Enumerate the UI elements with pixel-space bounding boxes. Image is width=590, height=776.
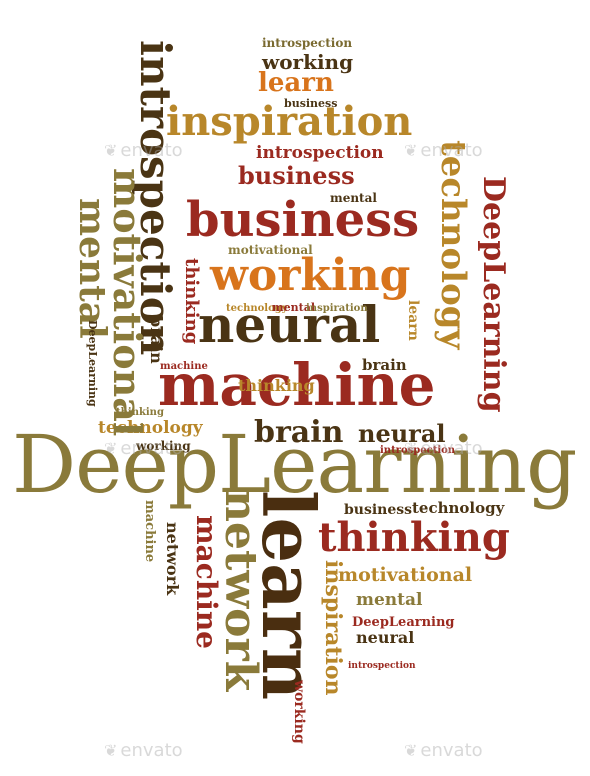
word-technology-small: technology (226, 303, 288, 314)
word-technology-bottom: technology (412, 499, 505, 517)
word-working: working (210, 250, 411, 301)
word-business-mid: business (238, 161, 355, 190)
watermark: ❦ envato (104, 438, 183, 459)
word-introspection-mid: introspection (256, 143, 384, 163)
watermark: ❦ envato (404, 438, 483, 459)
word-brain-lower: brain (254, 415, 344, 450)
word-deeplearning-vertical-right: DeepLearning (476, 176, 511, 413)
word-inspiration-vertical-bottom: inspiration (320, 560, 346, 696)
word-deeplearning: DeepLearning (12, 418, 577, 511)
watermark: ❦ envato (104, 140, 183, 161)
word-introspection-bottom: introspection (348, 661, 416, 671)
word-machine: machine (158, 351, 436, 419)
word-introspection-top: introspection (262, 36, 353, 50)
word-neural: neural (198, 295, 381, 354)
word-motivational-vertical-left: motivational (105, 168, 150, 437)
word-working-vertical-bottom: working (291, 680, 307, 744)
word-brain-mid: brain (362, 356, 407, 374)
leaf-icon: ❦ (404, 741, 418, 760)
word-network-vertical-bottom: network (215, 490, 266, 692)
word-business-top: business (284, 97, 338, 110)
word-thinking-small: thinking (116, 407, 164, 418)
word-mental-bottom: mental (356, 590, 423, 610)
word-machine-vertical-small: machine (142, 500, 157, 563)
word-learn-top: learn (258, 68, 334, 98)
word-business: business (186, 192, 420, 248)
word-deeplearning-bottom: DeepLearning (352, 615, 455, 630)
leaf-icon: ❦ (104, 141, 118, 160)
watermark: ❦ envato (404, 140, 483, 161)
word-business-bottom: business (344, 502, 413, 518)
word-network-vertical-small: network (163, 522, 182, 596)
leaf-icon: ❦ (104, 439, 118, 458)
word-mental-mid: mental (330, 191, 377, 205)
leaf-icon: ❦ (404, 439, 418, 458)
watermark: ❦ envato (104, 740, 183, 761)
word-introspection-lower: introspection (380, 445, 456, 456)
leaf-icon: ❦ (404, 141, 418, 160)
word-neural-bottom: neural (356, 628, 415, 647)
word-thinking-main: thinking (318, 514, 510, 561)
word-inspiration: inspiration (166, 98, 413, 145)
word-motivational-small: motivational (228, 243, 313, 257)
word-thinking-lower: thinking (238, 376, 315, 395)
word-mental-vertical-left: mental (71, 198, 113, 339)
word-deeplearning-vertical-small: DeepLearning (86, 320, 99, 407)
word-neural-lower: neural (358, 419, 446, 448)
word-thinking-vertical-left: thinking (181, 258, 202, 345)
word-technology-vertical-right: technology (433, 140, 473, 350)
word-learn-vertical-right: learn (405, 300, 421, 341)
leaf-icon: ❦ (104, 741, 118, 760)
word-working-top: working (262, 50, 354, 74)
word-machine-vertical-bottom: machine (190, 515, 223, 649)
word-mental-small: mental (272, 301, 316, 314)
word-working-lower: working (136, 439, 191, 453)
word-technology-lower: technology (98, 418, 203, 438)
word-motivational-bottom: motivational (338, 564, 473, 586)
watermark: ❦ envato (404, 740, 483, 761)
word-inspiration-small: inspiration (306, 303, 368, 314)
word-machine-small: machine (160, 361, 208, 372)
word-brain-vertical-left: brain (147, 316, 166, 364)
